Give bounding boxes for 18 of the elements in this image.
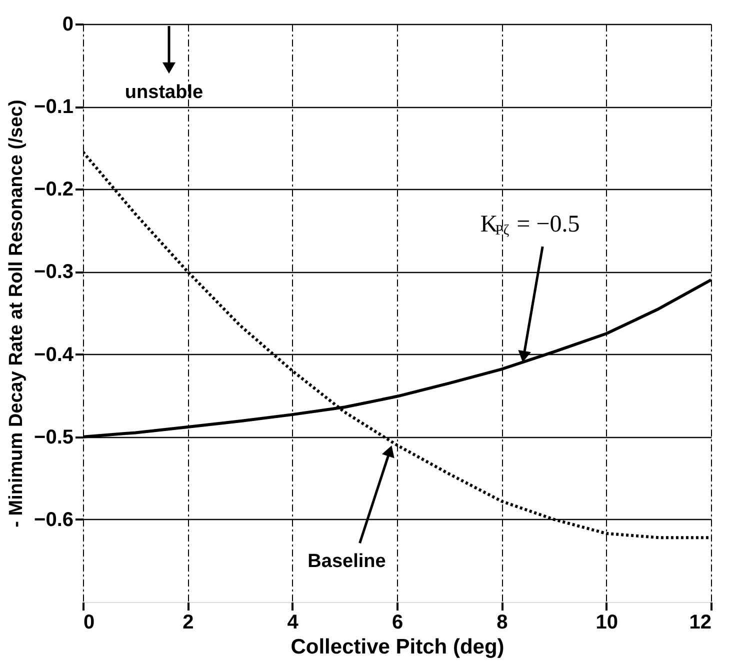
x-axis-title: Collective Pitch (deg)	[290, 636, 504, 658]
x-tick-label: 8	[496, 612, 508, 634]
x-tick-label: 2	[182, 612, 194, 634]
y-tick-label: 0	[62, 14, 74, 36]
y-tick-label: −0.6	[34, 508, 74, 531]
y-tick-label: −0.1	[34, 96, 74, 118]
x-tick-label: 10	[596, 612, 618, 634]
y-tick-label: −0.2	[34, 178, 74, 201]
y-tick-label: −0.4	[34, 344, 74, 366]
x-tick-label: 12	[689, 612, 712, 634]
x-tick-label: 6	[392, 612, 404, 634]
y-axis-title: - Minimum Decay Rate at Roll Resonance (/sec)	[6, 100, 28, 528]
x-tick-label: 4	[287, 612, 300, 634]
annotation: Baseline	[308, 551, 386, 572]
y-tick-label: −0.5	[34, 426, 74, 448]
x-tick-label: 0	[84, 612, 95, 634]
annotation: unstable	[124, 82, 204, 103]
y-tick-label: −0.3	[34, 261, 74, 284]
